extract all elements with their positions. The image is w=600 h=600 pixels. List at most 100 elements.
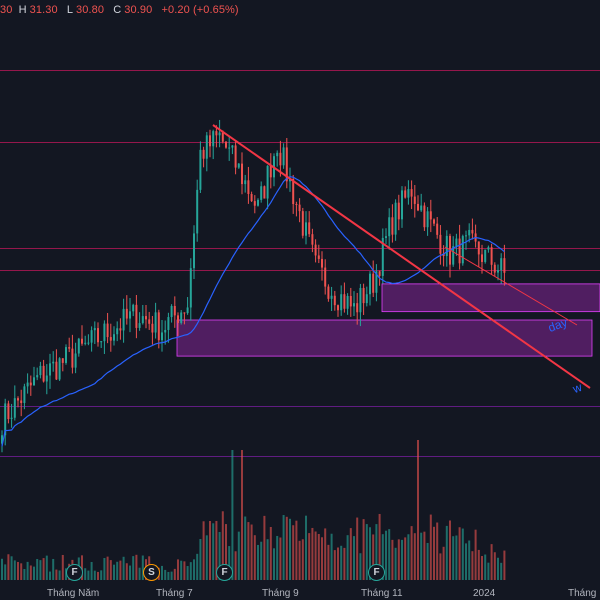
candle-body xyxy=(340,294,343,311)
volume-bar xyxy=(61,554,64,580)
volume-bar xyxy=(173,568,176,580)
candle-body xyxy=(333,295,336,306)
candle-body xyxy=(481,254,483,262)
candle-body xyxy=(36,375,39,378)
volume-bar xyxy=(39,560,42,580)
candle-body xyxy=(26,382,29,387)
candle-body xyxy=(429,211,432,220)
volume-bar xyxy=(391,539,394,580)
volume-bar xyxy=(433,526,435,580)
volume-bar xyxy=(381,534,384,580)
candle-body xyxy=(71,348,74,368)
volume-bar xyxy=(474,529,477,580)
candle-body xyxy=(212,131,215,147)
candle-body xyxy=(263,186,266,199)
x-tick-label: Tháng 11 xyxy=(361,588,403,599)
volume-bar xyxy=(218,531,221,580)
candle-body xyxy=(330,295,333,299)
volume-bar xyxy=(84,568,87,580)
candle-body xyxy=(4,403,7,436)
volume-bar xyxy=(407,534,410,580)
volume-bar xyxy=(167,571,170,580)
open-value: 30 xyxy=(0,4,13,16)
volume-bar xyxy=(183,561,186,580)
candle-body xyxy=(228,147,231,149)
volume-bar xyxy=(461,528,464,580)
volume-bar xyxy=(442,546,445,580)
volume-bar xyxy=(385,530,387,580)
volume-bar xyxy=(295,520,298,580)
volume-bar xyxy=(36,558,39,580)
candle-body xyxy=(461,236,464,264)
volume-bar xyxy=(359,553,362,580)
candle-body xyxy=(68,347,71,349)
candle-body xyxy=(116,328,119,335)
volume-bar xyxy=(97,571,99,580)
volume-bar xyxy=(285,516,288,580)
candle-body xyxy=(49,363,51,376)
candle-body xyxy=(81,338,83,344)
candle-body xyxy=(327,286,330,299)
candle-body xyxy=(145,316,147,320)
volume-bar xyxy=(202,521,205,580)
horizontal-levels xyxy=(0,70,600,457)
candle-body xyxy=(90,330,93,343)
candle-body xyxy=(164,329,167,333)
candle-body xyxy=(289,178,291,182)
volume-bar xyxy=(484,554,487,580)
candle-body xyxy=(13,398,16,418)
volume-bar xyxy=(445,525,448,580)
volume-bar xyxy=(186,566,189,580)
volume-bar xyxy=(394,547,397,580)
candle-body xyxy=(7,403,10,420)
volume-bar xyxy=(500,562,503,580)
event-marker-f-2[interactable]: F xyxy=(216,564,233,581)
volume-bar xyxy=(503,550,506,580)
candle-body xyxy=(173,305,176,316)
volume-bar xyxy=(346,535,349,580)
x-tick-label: Tháng 7 xyxy=(156,588,193,599)
candle-body xyxy=(468,229,471,236)
candle-body xyxy=(407,189,410,198)
event-marker-s[interactable]: S xyxy=(143,564,160,581)
volume-bar xyxy=(212,523,215,580)
volume-bar xyxy=(356,517,359,580)
volume-bar xyxy=(141,555,144,580)
candle-body xyxy=(381,237,384,276)
zone-day xyxy=(381,283,600,313)
candle-body xyxy=(231,145,234,148)
candle-body xyxy=(141,316,144,324)
volume-bar xyxy=(135,554,138,580)
volume-bar xyxy=(372,534,375,580)
volume-bar xyxy=(362,519,365,580)
volume-bar xyxy=(26,561,29,580)
candle-body xyxy=(33,377,35,386)
low-label: L xyxy=(66,4,74,16)
volume-bar xyxy=(119,560,122,580)
volume-bar xyxy=(4,564,7,580)
volume-bar xyxy=(161,565,163,580)
candle-body xyxy=(321,258,323,268)
volume-bar xyxy=(282,515,285,580)
event-marker-f-1[interactable]: F xyxy=(66,564,83,581)
candle-body xyxy=(442,253,445,256)
volume-bar xyxy=(458,527,461,580)
event-marker-f-3[interactable]: F xyxy=(368,564,385,581)
volume-bar xyxy=(49,571,51,580)
volume-bar xyxy=(471,551,474,580)
candle-body xyxy=(487,247,490,250)
candle-body xyxy=(298,204,301,212)
secondary-trendline xyxy=(444,246,578,326)
candle-body xyxy=(426,211,429,228)
candle-body xyxy=(97,328,99,343)
volume-bar xyxy=(337,547,339,580)
x-tick-label: Tháng Năm xyxy=(47,588,100,599)
candle-body xyxy=(423,205,426,228)
candle-body xyxy=(378,271,381,276)
candle-body xyxy=(225,141,227,148)
candle-body xyxy=(234,145,237,168)
candle-body xyxy=(397,202,400,220)
volume-bar xyxy=(113,564,115,580)
volume-bar xyxy=(397,539,400,580)
